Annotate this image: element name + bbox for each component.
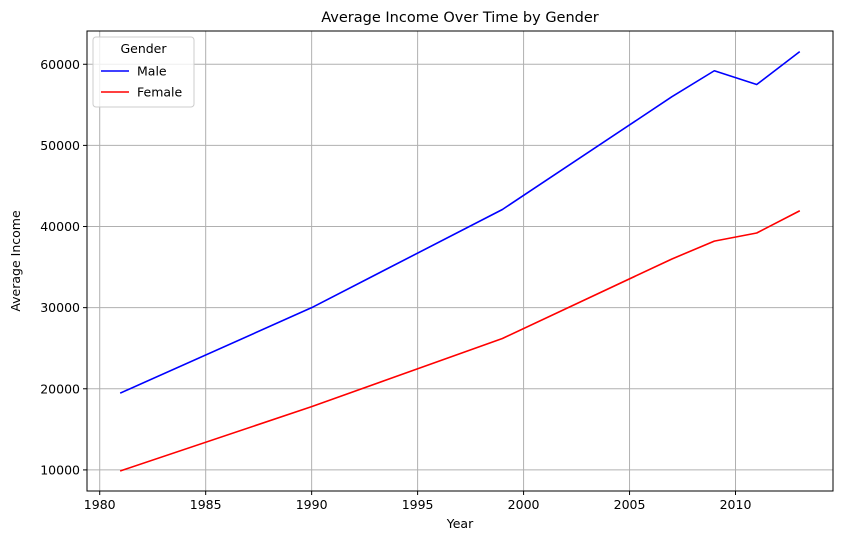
x-tick-label: 2010	[720, 497, 752, 512]
legend-title: Gender	[120, 41, 167, 56]
chart-title: Average Income Over Time by Gender	[321, 10, 599, 26]
legend-entries: Male Female	[101, 64, 183, 100]
series-line-male	[119, 50, 801, 394]
x-tick-label: 2005	[614, 497, 646, 512]
x-axis-label: Year	[446, 516, 474, 531]
x-tick-label: 1985	[190, 497, 222, 512]
grid	[87, 31, 833, 491]
y-tick-label: 30000	[40, 300, 80, 315]
y-tick-label: 50000	[40, 138, 80, 153]
legend-box	[92, 36, 195, 108]
series-lines	[119, 50, 801, 472]
x-tick-label: 2000	[508, 497, 540, 512]
legend-label-female: Female	[137, 85, 183, 100]
legend-label-male: Male	[137, 64, 167, 79]
series-line-female	[119, 210, 801, 472]
y-tick-label: 20000	[40, 381, 80, 396]
x-tick-label: 1980	[84, 497, 116, 512]
plot-frame	[86, 30, 834, 492]
y-tick-label: 10000	[40, 462, 80, 477]
axis-ticks: 1980 1985 1990 1995 2000 2005 2010 10000 20000 30…	[40, 57, 751, 512]
y-tick-label: 40000	[40, 219, 80, 234]
y-tick-label: 60000	[40, 57, 80, 72]
y-axis-label: Average Income	[8, 210, 23, 312]
x-tick-label: 1990	[296, 497, 328, 512]
legend: Gender Male Female	[92, 36, 195, 108]
x-tick-label: 1995	[402, 497, 434, 512]
